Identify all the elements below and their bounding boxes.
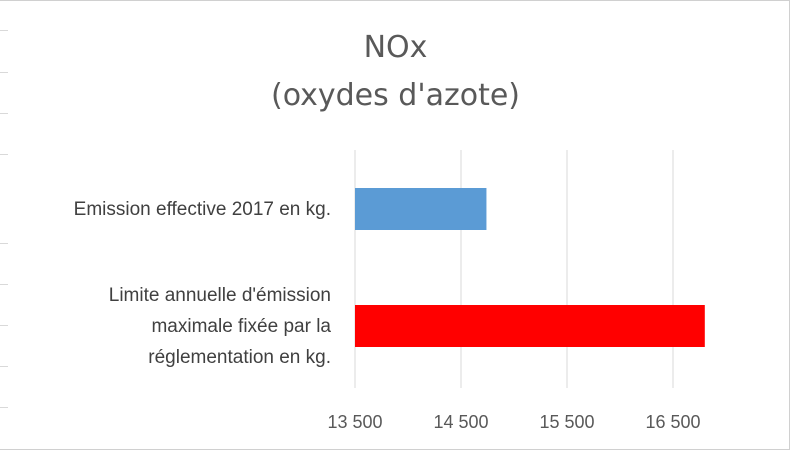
chart-title: NOx xyxy=(363,30,428,65)
sheet-gridline xyxy=(0,407,8,408)
sheet-gridline xyxy=(0,30,8,31)
sheet-gridline xyxy=(0,154,8,155)
x-tick-label: 14 500 xyxy=(433,412,488,432)
sheet-gridline xyxy=(0,325,8,326)
x-tick-label: 15 500 xyxy=(539,412,594,432)
x-tick-label: 16 500 xyxy=(645,412,700,432)
sheet-gridline xyxy=(0,243,8,244)
chart-subtitle: (oxydes d'azote) xyxy=(270,78,520,113)
sheet-gridline xyxy=(0,366,8,367)
y-category-label: Limite annuelle d'émission xyxy=(109,285,331,306)
sheet-gridline xyxy=(0,72,8,73)
y-category-label: maximale fixée par la xyxy=(151,316,331,337)
x-tick-label: 13 500 xyxy=(327,412,382,432)
y-category-label: réglementation en kg. xyxy=(148,347,331,368)
sheet-gridline xyxy=(0,284,8,285)
sheet-gridline xyxy=(0,113,8,114)
y-category-label: Emission effective 2017 en kg. xyxy=(74,199,331,220)
bar xyxy=(355,188,487,230)
bar xyxy=(355,305,705,347)
